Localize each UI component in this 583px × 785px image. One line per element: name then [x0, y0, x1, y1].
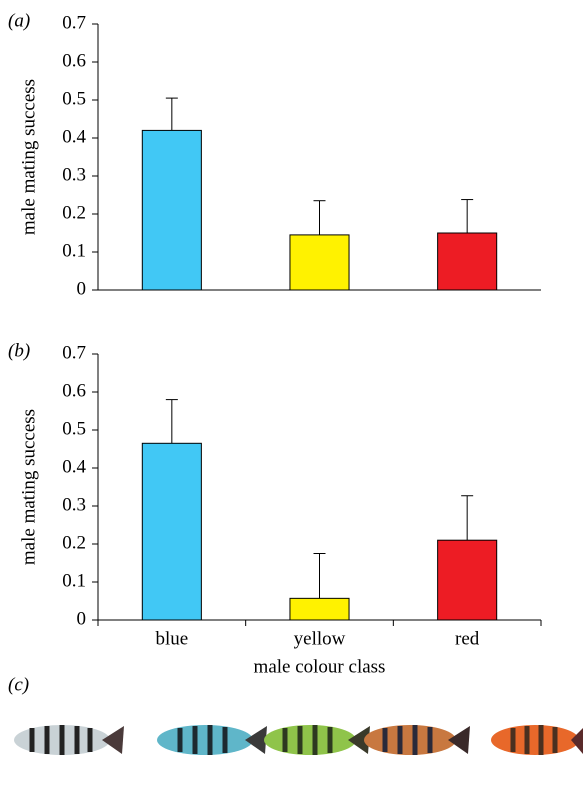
y-tick-label: 0.3: [62, 164, 86, 185]
y-axis-label: male mating success: [18, 409, 39, 565]
fish: [364, 725, 470, 755]
x-tick-label: red: [455, 628, 480, 649]
bar: [290, 235, 349, 290]
y-tick-label: 0.7: [62, 342, 86, 363]
y-tick-label: 0.4: [62, 456, 86, 477]
fish: [157, 725, 267, 755]
figure: (c) (a) male mating success 0 0.1 0.2 0.3 0.4 0…: [0, 0, 583, 780]
y-tick-label: 0: [77, 608, 87, 629]
y-tick-label: 0.1: [62, 570, 86, 591]
y-tick-label: 0.5: [62, 418, 86, 439]
fish: [264, 725, 370, 755]
y-axis-label: male mating success: [18, 79, 39, 235]
bar: [438, 233, 497, 290]
panel-label: (a): [8, 10, 30, 31]
y-tick-label: 0.6: [62, 50, 86, 71]
x-axis-label: male colour class: [254, 656, 386, 677]
y-tick-label: 0.2: [62, 532, 86, 553]
x-tick-label: yellow: [294, 628, 346, 649]
y-tick-label: 0.3: [62, 494, 86, 515]
bar: [142, 443, 201, 620]
panel-label: (b): [8, 340, 30, 361]
fish-photos: [14, 725, 583, 755]
fish: [491, 725, 583, 755]
y-tick-label: 0: [77, 278, 87, 299]
y-tick-label: 0.2: [62, 202, 86, 223]
bar: [438, 540, 497, 620]
panel-label: (c): [8, 674, 29, 695]
y-tick-label: 0.1: [62, 240, 86, 261]
y-tick-label: 0.5: [62, 88, 86, 109]
bar: [142, 130, 201, 290]
y-tick-label: 0.7: [62, 12, 86, 33]
bar: [290, 598, 349, 620]
y-tick-label: 0.6: [62, 380, 86, 401]
x-tick-label: blue: [155, 628, 188, 649]
y-tick-label: 0.4: [62, 126, 86, 147]
fish: [14, 725, 124, 755]
